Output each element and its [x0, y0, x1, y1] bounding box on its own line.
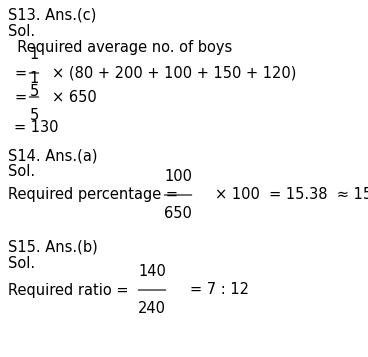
Text: S15. Ans.(b): S15. Ans.(b) [8, 240, 98, 255]
Text: 240: 240 [138, 301, 166, 316]
Text: =: = [14, 65, 26, 80]
Text: Sol.: Sol. [8, 256, 35, 271]
Text: Sol.: Sol. [8, 164, 35, 179]
Text: Required ratio =: Required ratio = [8, 282, 128, 297]
Text: 100: 100 [164, 169, 192, 184]
Text: 140: 140 [138, 264, 166, 279]
Text: S13. Ans.(c): S13. Ans.(c) [8, 8, 96, 23]
Text: 5: 5 [29, 84, 39, 99]
Text: =: = [14, 90, 26, 105]
Text: × (80 + 200 + 100 + 150 + 120): × (80 + 200 + 100 + 150 + 120) [52, 65, 296, 80]
Text: 650: 650 [164, 206, 192, 221]
Text: = 7 : 12: = 7 : 12 [190, 282, 249, 297]
Text: 1: 1 [29, 47, 39, 62]
Text: 1: 1 [29, 71, 39, 86]
Text: Required average no. of boys: Required average no. of boys [8, 40, 232, 55]
Text: 5: 5 [29, 108, 39, 123]
Text: × 650: × 650 [52, 90, 97, 105]
Text: Required percentage =: Required percentage = [8, 187, 178, 202]
Text: = 130: = 130 [14, 120, 59, 135]
Text: × 100  = 15.38  ≈ 15%: × 100 = 15.38 ≈ 15% [215, 187, 368, 202]
Text: Sol.: Sol. [8, 24, 35, 39]
Text: S14. Ans.(a): S14. Ans.(a) [8, 148, 98, 163]
